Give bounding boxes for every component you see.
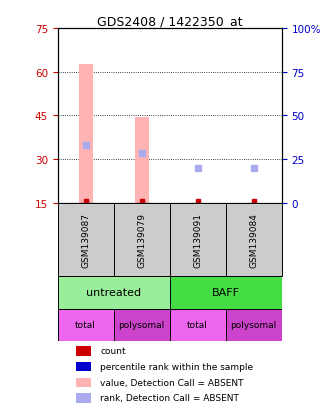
Bar [76, 377, 91, 387]
Text: GSM139079: GSM139079 [137, 213, 146, 268]
Bar [170, 203, 226, 277]
Bar [58, 309, 114, 341]
Bar [170, 309, 226, 341]
Bar [76, 393, 91, 403]
Text: total: total [75, 320, 96, 330]
Bar [79, 65, 92, 203]
Bar [58, 277, 170, 309]
Bar [135, 118, 148, 203]
Text: untreated: untreated [86, 288, 141, 298]
Text: GSM139091: GSM139091 [193, 213, 202, 268]
Bar [170, 277, 282, 309]
Text: value, Detection Call = ABSENT: value, Detection Call = ABSENT [100, 378, 244, 387]
Bar [76, 347, 91, 356]
Text: rank, Detection Call = ABSENT: rank, Detection Call = ABSENT [100, 394, 239, 403]
Text: total: total [187, 320, 208, 330]
Text: percentile rank within the sample: percentile rank within the sample [100, 362, 253, 371]
Bar [58, 203, 114, 277]
Text: polysomal: polysomal [230, 320, 277, 330]
Bar [114, 203, 170, 277]
Bar [226, 309, 282, 341]
Bar [226, 203, 282, 277]
Title: GDS2408 / 1422350_at: GDS2408 / 1422350_at [97, 15, 243, 28]
Text: GSM139084: GSM139084 [249, 213, 258, 267]
Bar [114, 309, 170, 341]
Text: BAFF: BAFF [212, 288, 240, 298]
Text: GSM139087: GSM139087 [81, 213, 90, 268]
Text: count: count [100, 347, 126, 356]
Bar [76, 362, 91, 372]
Text: polysomal: polysomal [118, 320, 165, 330]
